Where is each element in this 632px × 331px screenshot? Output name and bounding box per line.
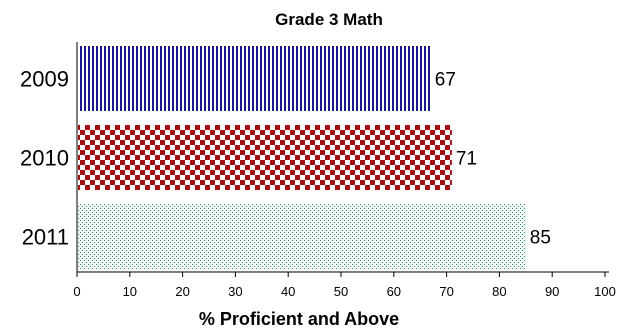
x-tick-label-60: 60 [387, 284, 401, 299]
x-tick-label-0: 0 [73, 284, 80, 299]
chart-title: Grade 3 Math [275, 10, 383, 29]
bar-2011 [78, 204, 526, 269]
category-label-2011: 2011 [22, 225, 69, 250]
value-labels: 67 71 85 [435, 70, 551, 249]
category-labels: 2009 2010 2011 [20, 67, 69, 250]
value-label-2011: 85 [530, 228, 551, 249]
value-label-2009: 67 [435, 70, 456, 91]
x-tick-label-80: 80 [492, 284, 506, 299]
x-tick-label-40: 40 [281, 284, 295, 299]
value-label-2010: 71 [456, 149, 477, 170]
x-tick-label-20: 20 [175, 284, 189, 299]
bar-2010 [78, 125, 452, 190]
x-tick-label-50: 50 [334, 284, 348, 299]
x-tick-label-10: 10 [123, 284, 137, 299]
x-tick-label-70: 70 [439, 284, 453, 299]
x-tick-label-100: 100 [594, 284, 616, 299]
x-tick-label-90: 90 [545, 284, 559, 299]
bars-layer [78, 46, 526, 269]
category-label-2009: 2009 [20, 67, 69, 92]
x-axis-title: % Proficient and Above [199, 309, 399, 329]
bar-2009 [78, 46, 431, 111]
category-label-2010: 2010 [20, 146, 69, 171]
x-tick-label-30: 30 [228, 284, 242, 299]
x-axis-ticks: 0 10 20 30 40 50 60 70 80 90 100 [73, 272, 616, 299]
